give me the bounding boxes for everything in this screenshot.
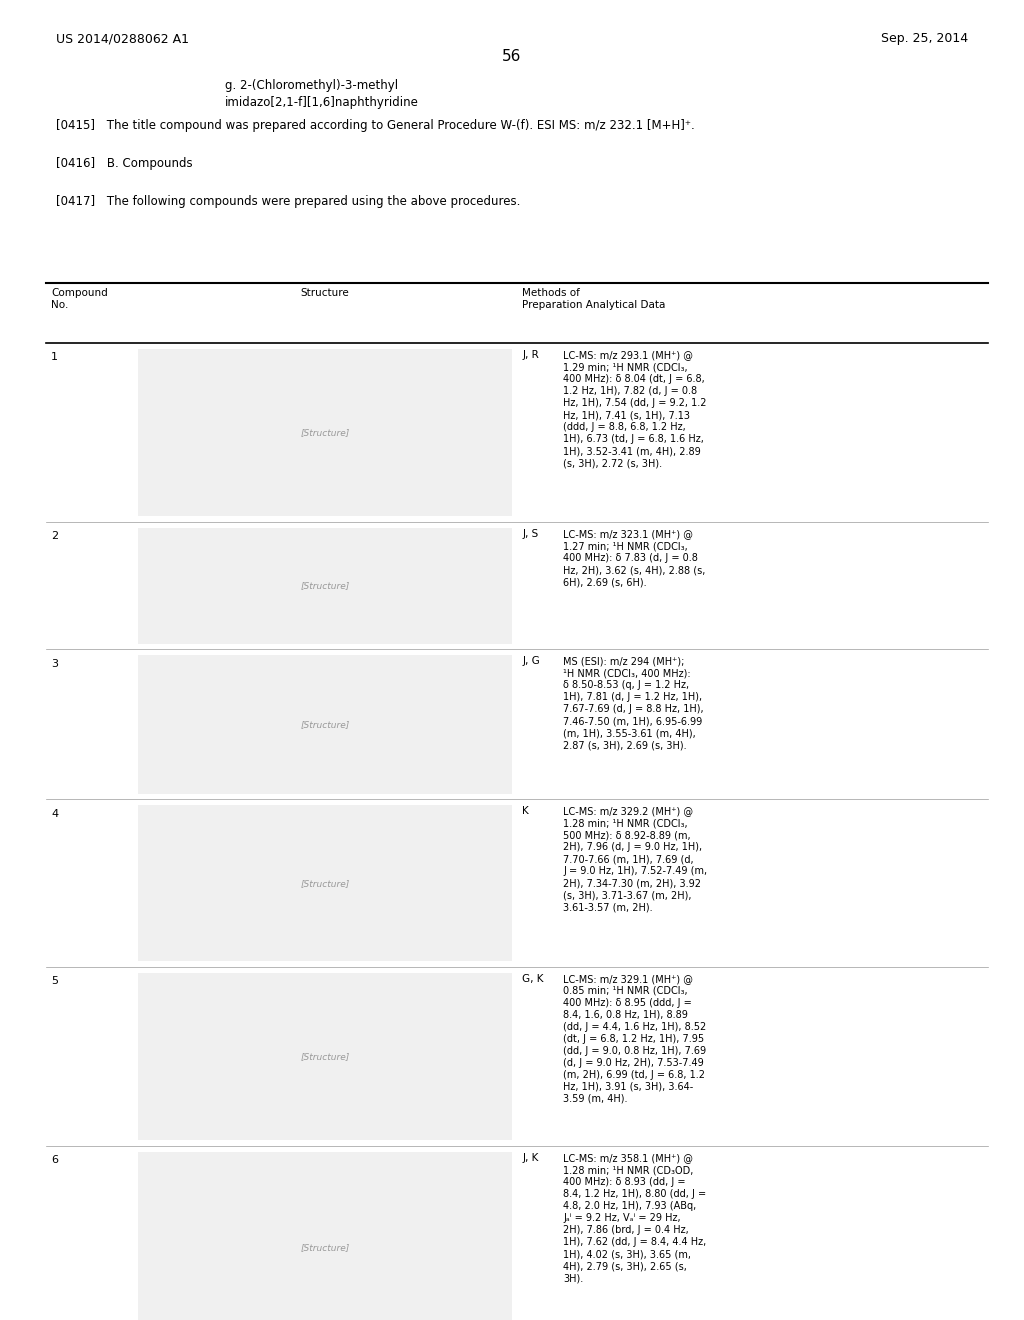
Text: [0415] The title compound was prepared according to General Procedure W-(f). ESI: [0415] The title compound was prepared a…: [56, 119, 695, 132]
FancyBboxPatch shape: [138, 1152, 512, 1320]
FancyBboxPatch shape: [138, 805, 512, 961]
Text: G, K: G, K: [522, 974, 544, 983]
Text: 56: 56: [503, 49, 521, 63]
Text: [Structure]: [Structure]: [300, 719, 350, 729]
Text: LC-MS: m/z 293.1 (MH⁺) @
1.29 min; ¹H NMR (CDCl₃,
400 MHz): δ 8.04 (dt, J = 6.8,: LC-MS: m/z 293.1 (MH⁺) @ 1.29 min; ¹H NM…: [563, 350, 707, 469]
FancyBboxPatch shape: [138, 973, 512, 1140]
Text: [Structure]: [Structure]: [300, 1052, 350, 1061]
Text: J, K: J, K: [522, 1154, 539, 1163]
Text: 5: 5: [51, 977, 58, 986]
Text: 6: 6: [51, 1155, 58, 1166]
Text: Structure: Structure: [301, 288, 349, 298]
Text: 1: 1: [51, 352, 58, 363]
Text: J, R: J, R: [522, 350, 539, 360]
Text: [Structure]: [Structure]: [300, 428, 350, 437]
Text: MS (ESI): m/z 294 (MH⁺);
¹H NMR (CDCl₃, 400 MHz):
δ 8.50-8.53 (q, J = 1.2 Hz,
1H: MS (ESI): m/z 294 (MH⁺); ¹H NMR (CDCl₃, …: [563, 656, 703, 750]
Text: 4: 4: [51, 809, 58, 818]
FancyBboxPatch shape: [138, 655, 512, 793]
Text: LC-MS: m/z 323.1 (MH⁺) @
1.27 min; ¹H NMR (CDCl₃,
400 MHz): δ 7.83 (d, J = 0.8
H: LC-MS: m/z 323.1 (MH⁺) @ 1.27 min; ¹H NM…: [563, 529, 706, 587]
Text: Methods of
Preparation Analytical Data: Methods of Preparation Analytical Data: [522, 288, 666, 310]
Text: [0417] The following compounds were prepared using the above procedures.: [0417] The following compounds were prep…: [56, 195, 520, 209]
Text: J, G: J, G: [522, 656, 540, 667]
Text: [Structure]: [Structure]: [300, 879, 350, 888]
Text: Sep. 25, 2014: Sep. 25, 2014: [881, 33, 968, 45]
Text: 3: 3: [51, 659, 58, 668]
Text: [0416] B. Compounds: [0416] B. Compounds: [56, 157, 193, 170]
FancyBboxPatch shape: [138, 348, 512, 516]
Text: [Structure]: [Structure]: [300, 1242, 350, 1251]
Text: [Structure]: [Structure]: [300, 581, 350, 590]
Text: Compound
No.: Compound No.: [51, 288, 108, 310]
Text: 2: 2: [51, 532, 58, 541]
Text: LC-MS: m/z 329.1 (MH⁺) @
0.85 min; ¹H NMR (CDCl₃,
400 MHz): δ 8.95 (ddd, J =
8.4: LC-MS: m/z 329.1 (MH⁺) @ 0.85 min; ¹H NM…: [563, 974, 707, 1104]
FancyBboxPatch shape: [138, 528, 512, 644]
Text: g. 2-(Chloromethyl)-3-methyl
imidazo[2,1-f][1,6]naphthyridine: g. 2-(Chloromethyl)-3-methyl imidazo[2,1…: [225, 79, 419, 108]
Text: K: K: [522, 807, 529, 817]
Text: LC-MS: m/z 358.1 (MH⁺) @
1.28 min; ¹H NMR (CD₃OD,
400 MHz): δ 8.93 (dd, J =
8.4,: LC-MS: m/z 358.1 (MH⁺) @ 1.28 min; ¹H NM…: [563, 1154, 707, 1283]
Text: J, S: J, S: [522, 529, 539, 539]
Text: LC-MS: m/z 329.2 (MH⁺) @
1.28 min; ¹H NMR (CDCl₃,
500 MHz): δ 8.92-8.89 (m,
2H),: LC-MS: m/z 329.2 (MH⁺) @ 1.28 min; ¹H NM…: [563, 807, 708, 912]
Text: US 2014/0288062 A1: US 2014/0288062 A1: [56, 33, 189, 45]
